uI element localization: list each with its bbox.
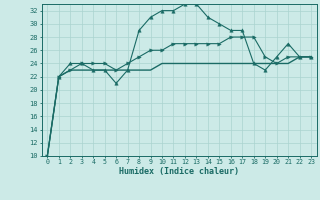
X-axis label: Humidex (Indice chaleur): Humidex (Indice chaleur) [119, 167, 239, 176]
